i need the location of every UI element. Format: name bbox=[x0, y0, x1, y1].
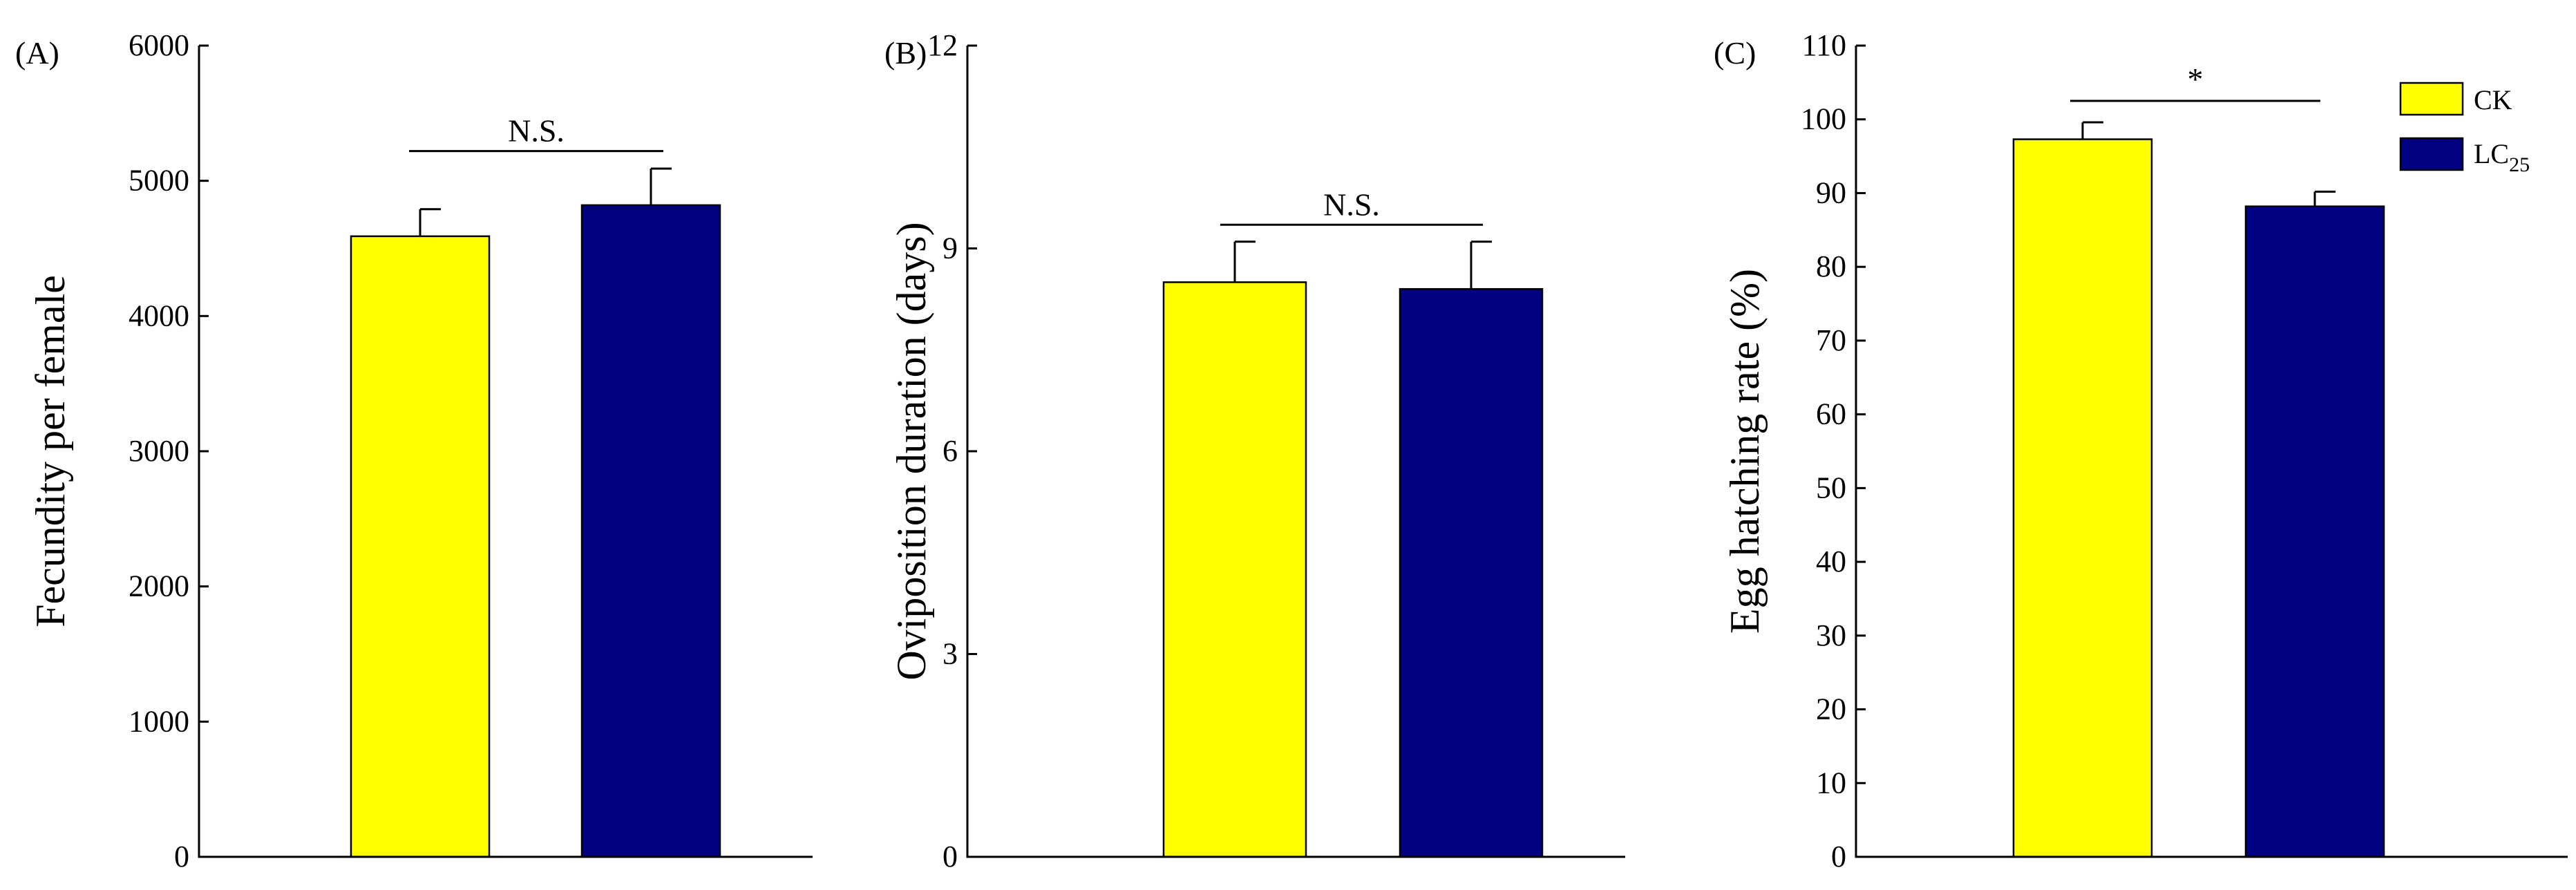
significance-label: N.S. bbox=[508, 113, 565, 149]
significance-annotation: * bbox=[2070, 61, 2320, 102]
y-tick-label: 60 bbox=[1816, 397, 1846, 431]
panel-label: (B) bbox=[884, 35, 927, 70]
y-tick-label: 4000 bbox=[129, 299, 189, 332]
y-tick-label: 0 bbox=[1831, 840, 1846, 873]
axis-frame bbox=[966, 46, 1625, 858]
y-axis-ticks: 0 3 6 9 12 bbox=[927, 28, 977, 873]
legend-label-main: LC bbox=[2474, 138, 2509, 169]
error-bar-lc25 bbox=[1470, 240, 1492, 290]
legend-swatch-lc25 bbox=[2399, 137, 2464, 171]
y-tick-label: 0 bbox=[174, 840, 189, 873]
bars bbox=[2012, 121, 2385, 858]
y-tick-label: 6 bbox=[943, 434, 958, 468]
y-tick-label: 90 bbox=[1816, 176, 1846, 209]
y-tick-label: 12 bbox=[927, 28, 958, 62]
y-tick-label: 110 bbox=[1802, 28, 1846, 62]
legend-label-lc25: LC25 bbox=[2474, 138, 2530, 176]
y-tick-label: 1000 bbox=[129, 704, 189, 738]
significance-annotation: N.S. bbox=[409, 113, 663, 153]
significance-label: * bbox=[2188, 61, 2204, 97]
y-axis-label: Oviposition duration (days) bbox=[889, 222, 934, 680]
y-tick-label: 80 bbox=[1816, 249, 1846, 283]
y-tick-label: 3000 bbox=[129, 434, 189, 468]
y-tick-label: 40 bbox=[1816, 545, 1846, 578]
error-bar-ck bbox=[2081, 121, 2103, 140]
error-bar-ck bbox=[419, 208, 441, 236]
bar-ck bbox=[1162, 281, 1307, 858]
bar-ck bbox=[2012, 138, 2153, 858]
significance-annotation: N.S. bbox=[1220, 187, 1483, 226]
y-tick-label: 0 bbox=[943, 840, 958, 873]
significance-label: N.S. bbox=[1323, 187, 1380, 222]
error-bar-ck bbox=[1233, 240, 1256, 283]
y-tick-label: 2000 bbox=[129, 569, 189, 603]
legend-label-ck: CK bbox=[2474, 84, 2512, 115]
y-axis-ticks: 0 1000 2000 3000 4000 5000 6000 bbox=[129, 28, 209, 873]
bar-lc25 bbox=[2244, 205, 2385, 858]
error-bar-lc25 bbox=[650, 167, 672, 205]
y-tick-label: 70 bbox=[1816, 323, 1846, 357]
bar-ck bbox=[350, 235, 491, 858]
axis-frame bbox=[1855, 46, 2568, 858]
y-axis-label: Egg hatching rate (%) bbox=[1722, 269, 1768, 634]
error-bar-lc25 bbox=[2313, 190, 2336, 207]
y-tick-label: 6000 bbox=[129, 28, 189, 62]
bars bbox=[1162, 240, 1544, 858]
legend: CK LC25 bbox=[2399, 82, 2530, 176]
y-tick-label: 100 bbox=[1801, 102, 1846, 136]
y-tick-label: 5000 bbox=[129, 164, 189, 198]
bar-lc25 bbox=[1399, 287, 1544, 858]
axis-frame bbox=[198, 46, 813, 858]
y-tick-label: 30 bbox=[1816, 618, 1846, 652]
panel-label: (A) bbox=[15, 35, 59, 70]
y-tick-label: 50 bbox=[1816, 471, 1846, 504]
bar-lc25 bbox=[580, 204, 721, 858]
panel-label: (C) bbox=[1714, 35, 1756, 70]
legend-swatch-ck bbox=[2399, 82, 2464, 116]
panel-a: (A) Fecundity per female 0 1000 2000 3000 40… bbox=[15, 28, 813, 873]
panel-b: (B) Oviposition duration (days) 0 3 6 9 12 N… bbox=[884, 28, 1625, 873]
bars bbox=[350, 167, 721, 858]
legend-label-subscript: 25 bbox=[2509, 153, 2530, 176]
y-tick-label: 9 bbox=[943, 231, 958, 265]
y-axis-label: Fecundity per female bbox=[28, 275, 73, 627]
y-tick-label: 3 bbox=[943, 637, 958, 671]
y-tick-label: 20 bbox=[1816, 692, 1846, 726]
y-tick-label: 10 bbox=[1816, 766, 1846, 799]
panel-c: (C) Egg hatching rate (%) 0 10 20 30 40 50 60 7… bbox=[1714, 28, 2568, 873]
